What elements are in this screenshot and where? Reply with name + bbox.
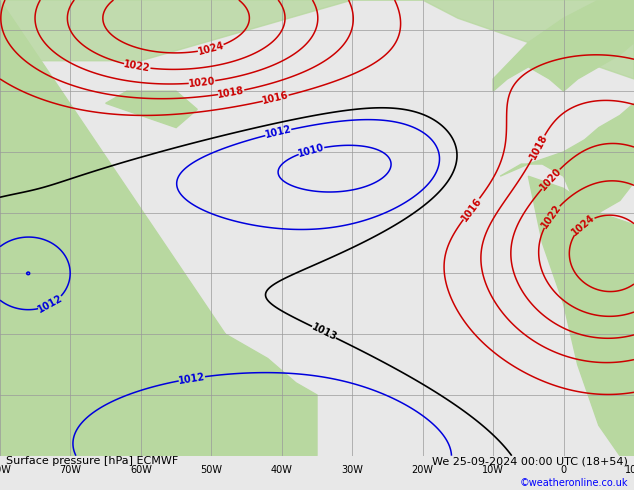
Text: 1016: 1016 [261, 90, 290, 106]
Text: 1010: 1010 [297, 142, 326, 159]
Text: 1018: 1018 [527, 133, 549, 161]
Text: 40W: 40W [271, 466, 293, 475]
Polygon shape [500, 103, 634, 225]
Polygon shape [493, 0, 634, 91]
Text: 50W: 50W [200, 466, 223, 475]
Text: 1016: 1016 [459, 195, 484, 223]
Polygon shape [0, 0, 226, 334]
Text: ©weatheronline.co.uk: ©weatheronline.co.uk [519, 478, 628, 488]
Text: 70W: 70W [60, 466, 81, 475]
Polygon shape [28, 261, 70, 286]
Polygon shape [0, 0, 634, 79]
Text: 80W: 80W [0, 466, 11, 475]
Text: 10W: 10W [482, 466, 504, 475]
Text: 10E: 10E [625, 466, 634, 475]
Text: 1022: 1022 [540, 202, 563, 230]
Text: Surface pressure [hPa] ECMWF: Surface pressure [hPa] ECMWF [6, 456, 179, 466]
Text: 1012: 1012 [264, 124, 292, 140]
Text: 1022: 1022 [123, 59, 152, 74]
Text: 1024: 1024 [197, 40, 225, 57]
Text: 1020: 1020 [188, 76, 216, 89]
Text: 1020: 1020 [538, 166, 564, 192]
Polygon shape [528, 176, 634, 456]
Text: 1012: 1012 [178, 371, 206, 386]
Text: 1013: 1013 [309, 322, 339, 343]
Text: 20W: 20W [411, 466, 434, 475]
Text: 1024: 1024 [570, 213, 597, 238]
Text: 30W: 30W [341, 466, 363, 475]
Text: We 25-09-2024 00:00 UTC (18+54): We 25-09-2024 00:00 UTC (18+54) [432, 456, 628, 466]
Text: 1018: 1018 [217, 85, 245, 100]
Polygon shape [106, 91, 197, 127]
Text: 1012: 1012 [36, 293, 65, 315]
Text: 0: 0 [560, 466, 567, 475]
Polygon shape [0, 0, 317, 456]
Text: 60W: 60W [130, 466, 152, 475]
